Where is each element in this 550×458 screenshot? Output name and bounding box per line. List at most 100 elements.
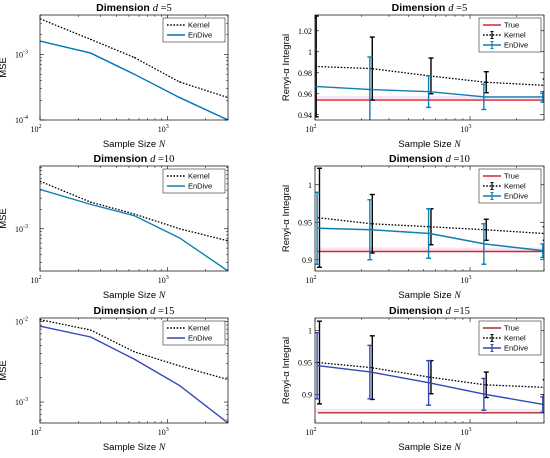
y-tick-label: 10-2 bbox=[15, 316, 28, 326]
legend-item-true: True bbox=[483, 172, 519, 181]
data-point-true bbox=[484, 412, 486, 414]
y-tick-label: 10-3 bbox=[15, 224, 28, 234]
x-tick-label: 103 bbox=[158, 275, 169, 285]
data-point-true bbox=[484, 250, 486, 253]
point-marker bbox=[370, 412, 372, 414]
axes-frame bbox=[314, 165, 545, 272]
legend-item-kernel: Kernel bbox=[483, 334, 526, 343]
series-true bbox=[315, 99, 544, 101]
series-kernel bbox=[316, 320, 544, 405]
data-point-endive bbox=[426, 208, 432, 259]
legend-item-kernel: Kernel bbox=[483, 182, 526, 191]
axes-frame bbox=[314, 317, 545, 424]
point-marker bbox=[429, 226, 431, 228]
legend-item-kernel: Kernel bbox=[167, 324, 210, 333]
true-band bbox=[315, 247, 544, 252]
data-point-kernel bbox=[179, 81, 181, 83]
data-point-endive bbox=[90, 52, 92, 54]
point-marker bbox=[370, 250, 372, 253]
data-point-kernel bbox=[316, 320, 322, 405]
point-marker bbox=[370, 229, 372, 231]
series-endive bbox=[315, 48, 544, 120]
y-axis-label: MSE bbox=[0, 360, 9, 381]
point-marker bbox=[90, 38, 92, 40]
point-marker bbox=[133, 215, 135, 217]
axes-frame bbox=[314, 14, 545, 121]
legend-label: EnDive bbox=[188, 182, 212, 191]
legend-label: Kernel bbox=[188, 172, 210, 181]
point-marker bbox=[429, 91, 431, 93]
legend-label: EnDive bbox=[188, 31, 212, 40]
y-tick-label: 1 bbox=[308, 48, 312, 57]
point-marker bbox=[484, 250, 486, 253]
data-point-endive bbox=[179, 384, 181, 387]
data-point-true bbox=[484, 99, 486, 101]
point-marker bbox=[179, 237, 181, 239]
point-marker bbox=[317, 250, 319, 253]
data-point-kernel bbox=[483, 70, 489, 94]
y-axis-label: Renyi-α Integral bbox=[281, 337, 292, 404]
y-axis-label: Renyi-α Integral bbox=[281, 185, 292, 252]
series-true bbox=[317, 250, 544, 253]
point-marker bbox=[484, 243, 486, 245]
x-tick-label: 102 bbox=[31, 275, 42, 285]
point-marker bbox=[317, 365, 319, 367]
data-point-endive bbox=[133, 358, 135, 360]
series-kernel bbox=[40, 180, 228, 242]
data-point-endive bbox=[133, 73, 135, 75]
data-point-true bbox=[370, 250, 372, 253]
data-point-kernel bbox=[179, 228, 181, 230]
legend-label: True bbox=[504, 324, 519, 333]
series-line-kernel bbox=[40, 18, 228, 99]
point-marker bbox=[429, 250, 431, 253]
series-endive bbox=[315, 331, 544, 413]
y-tick-label: 0.9 bbox=[302, 256, 312, 265]
data-point-kernel bbox=[90, 329, 92, 331]
legend-box bbox=[162, 17, 226, 43]
y-tick-label: 1 bbox=[308, 181, 312, 190]
chart-title: Dimension d =5 bbox=[392, 2, 468, 14]
y-tick-label: 1.02 bbox=[298, 27, 312, 36]
point-marker bbox=[484, 412, 486, 414]
legend-label: EnDive bbox=[504, 192, 528, 201]
point-marker bbox=[429, 412, 431, 414]
legend-item-kernel: Kernel bbox=[167, 172, 210, 181]
point-marker bbox=[484, 384, 486, 386]
chart-title: Dimension d =10 bbox=[389, 153, 470, 165]
legend-label: Kernel bbox=[188, 21, 210, 30]
data-point-endive bbox=[481, 377, 487, 411]
point-marker bbox=[90, 336, 92, 338]
legend-item-endive: EnDive bbox=[167, 31, 212, 40]
y-tick-label: 10-4 bbox=[15, 115, 28, 125]
point-marker bbox=[133, 73, 135, 75]
data-point-endive bbox=[481, 83, 487, 111]
x-tick-label: 102 bbox=[31, 427, 42, 437]
y-tick-label: 0.95 bbox=[298, 359, 312, 368]
legend-label: Kernel bbox=[504, 334, 526, 343]
axes-frame bbox=[39, 317, 229, 424]
x-axis-label: Sample Size N bbox=[103, 139, 166, 150]
chart-panel-5: 102 103 10-3 10-2 Dimension d =15 Sample Size… bbox=[0, 305, 229, 453]
chart-panel-3: 102 103 10-3 Dimension d =10 Sample Size N MS… bbox=[0, 153, 229, 301]
data-point-kernel bbox=[90, 38, 92, 40]
legend-box bbox=[478, 320, 542, 356]
legend-label: True bbox=[504, 21, 519, 30]
point-marker bbox=[370, 67, 372, 70]
legend-box bbox=[478, 17, 542, 53]
point-marker bbox=[484, 393, 486, 395]
data-point-endive bbox=[367, 344, 373, 400]
data-point-kernel bbox=[179, 365, 181, 367]
y-axis-label: Renyi-α Integral bbox=[281, 34, 292, 101]
point-marker bbox=[90, 203, 92, 205]
point-marker bbox=[429, 376, 431, 378]
x-tick-label: 102 bbox=[306, 275, 317, 285]
point-marker bbox=[484, 99, 486, 101]
data-point-kernel bbox=[369, 193, 375, 254]
data-point-true bbox=[429, 250, 431, 253]
chart-panel-6: 102 103 0.9 0.95 1 Dimension d =15 Sample Size… bbox=[281, 305, 545, 453]
